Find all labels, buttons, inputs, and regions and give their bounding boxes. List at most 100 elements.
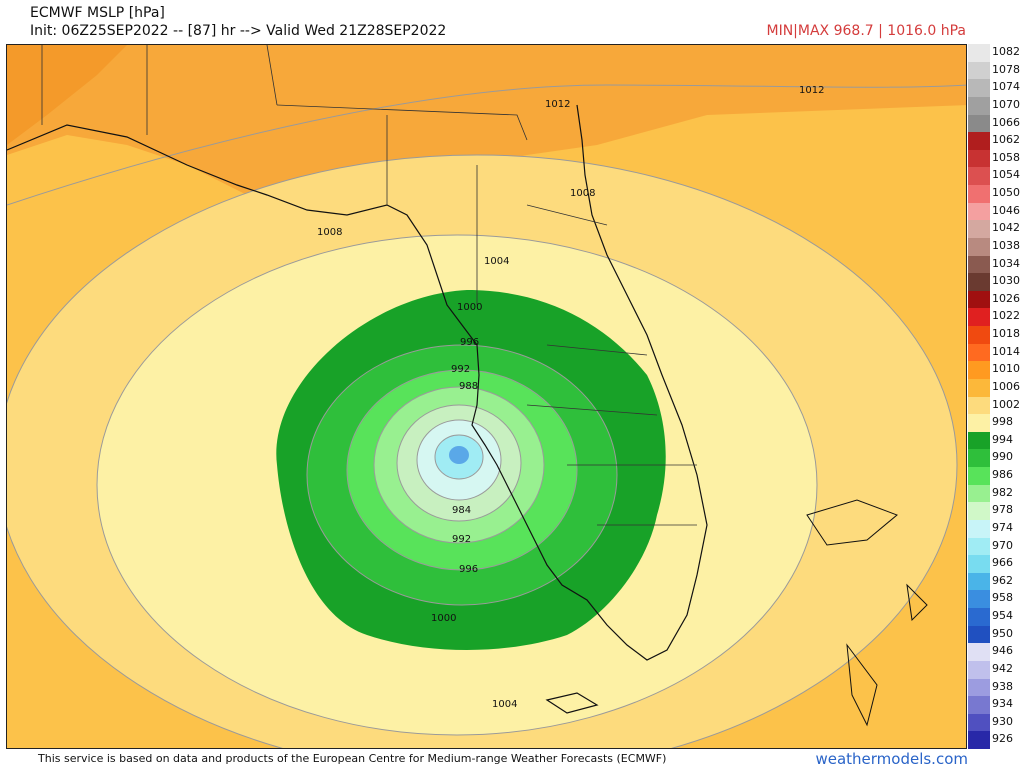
colorbar-entry: 1026: [968, 290, 1024, 309]
contour-label: 1000: [457, 302, 482, 313]
colorbar-entry: 998: [968, 414, 1024, 432]
colorbar-label: 946: [992, 644, 1013, 658]
colorbar-swatch: [968, 537, 990, 556]
colorbar-swatch: [968, 431, 990, 450]
colorbar-label: 1050: [992, 186, 1020, 199]
colorbar-swatch: [968, 555, 990, 573]
colorbar-entry: 1074: [968, 79, 1024, 97]
contour-label: 992: [451, 364, 470, 375]
colorbar-entry: 938: [968, 678, 1024, 697]
colorbar-label: 926: [992, 732, 1013, 746]
colorbar-entry: 942: [968, 660, 1024, 679]
colorbar-label: 974: [992, 520, 1013, 534]
colorbar-swatch: [968, 237, 990, 256]
colorbar-swatch: [968, 167, 990, 185]
bahamas-islands: [806, 499, 928, 727]
colorbar-label: 970: [992, 538, 1013, 552]
contour-label: 1004: [492, 699, 517, 710]
colorbar-swatch: [968, 449, 990, 467]
colorbar-label: 966: [992, 556, 1013, 570]
pressure-colorbar: 1082 1078 1074 1070 1066 1062 1058 1054 1050 1046…: [968, 44, 1024, 749]
colorbar-swatch: [968, 149, 990, 168]
colorbar-swatch: [968, 202, 990, 221]
contour-label: 1008: [570, 188, 595, 199]
colorbar-label: 962: [992, 573, 1013, 587]
contour-label: 992: [452, 534, 471, 545]
colorbar-label: 1018: [992, 327, 1020, 340]
contour-label: 988: [459, 381, 478, 392]
colorbar-entry: 1030: [968, 273, 1024, 291]
colorbar-label: 994: [992, 432, 1013, 446]
colorbar-swatch: [968, 731, 990, 749]
colorbar-entry: 1022: [968, 308, 1024, 326]
colorbar-swatch: [968, 414, 990, 432]
colorbar-label: 930: [992, 714, 1013, 728]
brand-link[interactable]: weathermodels.com: [815, 750, 968, 768]
colorbar-swatch: [968, 220, 990, 238]
colorbar-entry: 1066: [968, 114, 1024, 133]
keys-islands: [545, 692, 599, 714]
colorbar-label: 950: [992, 626, 1013, 640]
colorbar-entry: 1042: [968, 220, 1024, 238]
colorbar-label: 1010: [992, 362, 1020, 376]
colorbar-swatch: [968, 519, 990, 538]
init-valid-line: Init: 06Z25SEP2022 -- [87] hr --> Valid …: [30, 23, 447, 39]
colorbar-swatch: [968, 255, 990, 274]
colorbar-label: 1026: [992, 291, 1020, 305]
florida-coastline: [7, 104, 708, 661]
colorbar-entry: 966: [968, 555, 1024, 573]
colorbar-entry: 1034: [968, 255, 1024, 274]
colorbar-swatch: [968, 660, 990, 679]
min-max-readout: MIN|MAX 968.7 | 1016.0 hPa: [766, 23, 967, 39]
colorbar-swatch: [968, 96, 990, 115]
colorbar-label: 1054: [992, 168, 1020, 182]
colorbar-entry: 1002: [968, 396, 1024, 415]
colorbar-swatch: [968, 484, 990, 503]
colorbar-label: 1066: [992, 115, 1020, 129]
colorbar-entry: 1014: [968, 343, 1024, 362]
colorbar-swatch: [968, 590, 990, 608]
colorbar-entry: 926: [968, 731, 1024, 749]
colorbar-label: 1046: [992, 203, 1020, 217]
colorbar-label: 986: [992, 468, 1013, 481]
colorbar-entry: 950: [968, 625, 1024, 644]
chart-title: ECMWF MSLP [hPa]: [30, 5, 165, 21]
colorbar-swatch: [968, 678, 990, 697]
colorbar-label: 1042: [992, 221, 1020, 235]
colorbar-entry: 946: [968, 643, 1024, 661]
colorbar-label: 1034: [992, 256, 1020, 270]
contour-label-group: 1012 1012 1008 1008 1004 1000 996 992 98…: [317, 85, 824, 710]
colorbar-swatch: [968, 132, 990, 150]
colorbar-label: 1014: [992, 344, 1020, 358]
colorbar-label: 1074: [992, 80, 1020, 94]
colorbar-label: 1006: [992, 379, 1020, 393]
map-svg: 1012 1012 1008 1008 1004 1000 996 992 98…: [7, 45, 966, 748]
colorbar-entry: 1010: [968, 361, 1024, 379]
colorbar-entry: 954: [968, 608, 1024, 626]
colorbar-entry: 930: [968, 713, 1024, 732]
colorbar-entry: 1006: [968, 378, 1024, 397]
colorbar-swatch: [968, 343, 990, 362]
colorbar-label: 954: [992, 609, 1013, 622]
contour-label: 996: [460, 337, 479, 348]
colorbar-label: 1022: [992, 309, 1020, 323]
colorbar-label: 982: [992, 485, 1013, 499]
colorbar-entry: 962: [968, 572, 1024, 591]
colorbar-swatch: [968, 114, 990, 133]
colorbar-entry: 958: [968, 590, 1024, 608]
colorbar-entry: 1038: [968, 237, 1024, 256]
state-county-lines: [41, 45, 697, 526]
colorbar-label: 998: [992, 415, 1013, 429]
colorbar-entry: 974: [968, 519, 1024, 538]
colorbar-entry: 1050: [968, 185, 1024, 203]
colorbar-label: 934: [992, 697, 1013, 711]
colorbar-swatch: [968, 361, 990, 379]
colorbar-swatch: [968, 308, 990, 326]
contour-label: 1000: [431, 613, 456, 624]
colorbar-swatch: [968, 378, 990, 397]
colorbar-label: 1070: [992, 97, 1020, 111]
colorbar-entry: 1078: [968, 61, 1024, 80]
colorbar-entry: 970: [968, 537, 1024, 556]
colorbar-swatch: [968, 608, 990, 626]
contour-label: 1008: [317, 227, 342, 238]
